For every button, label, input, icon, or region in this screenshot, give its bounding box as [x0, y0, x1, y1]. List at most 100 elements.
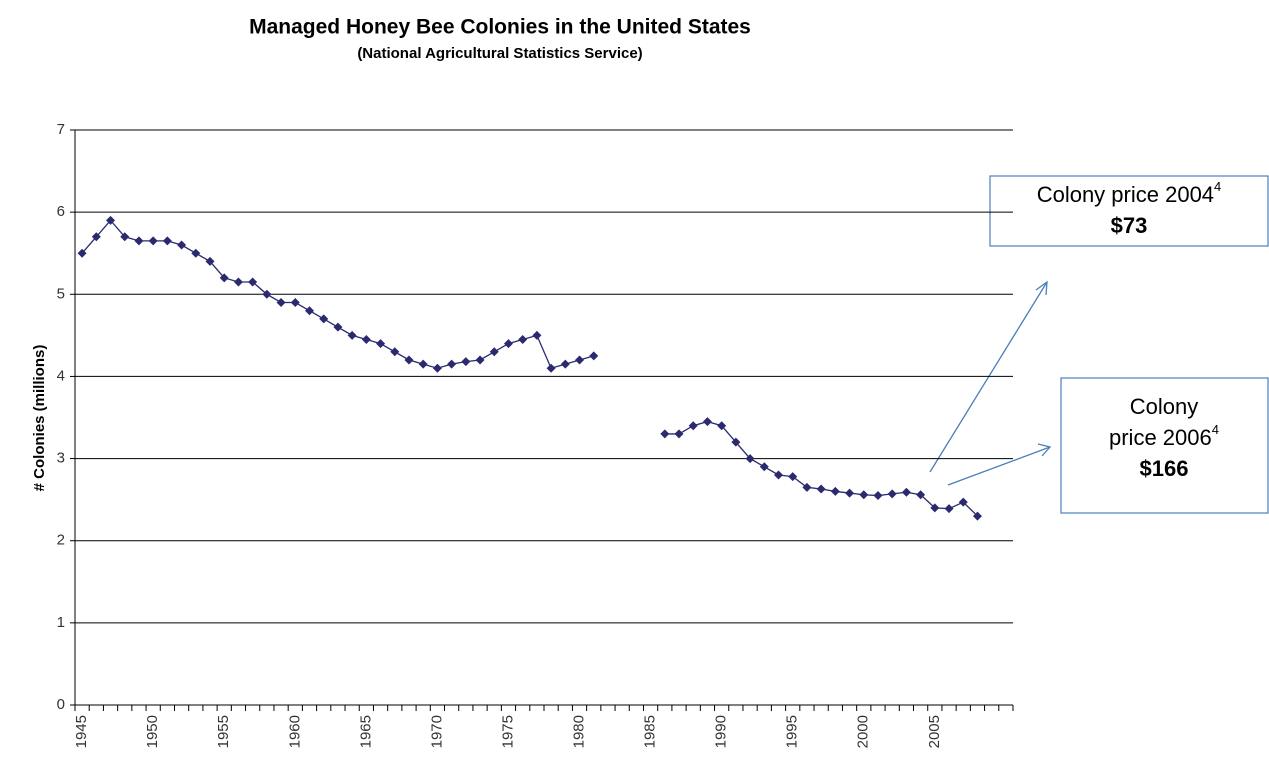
annotation-price: $73: [1111, 213, 1148, 238]
marker: [532, 330, 542, 340]
annotation-box: [989, 175, 1269, 247]
arrow-head: [1035, 280, 1048, 296]
marker: [944, 504, 954, 514]
marker: [319, 314, 329, 324]
marker: [660, 429, 670, 439]
y-tick-label: 7: [57, 121, 65, 138]
marker: [518, 334, 528, 344]
annotation-box: [1060, 377, 1269, 514]
y-tick-label: 0: [57, 696, 65, 713]
x-tick-label: 2005: [926, 715, 943, 748]
marker: [262, 289, 272, 299]
x-tick-label: 1955: [215, 715, 232, 748]
marker: [148, 236, 158, 246]
marker: [930, 503, 940, 513]
marker: [461, 357, 471, 367]
chart-title: Managed Honey Bee Colonies in the United…: [249, 16, 751, 39]
marker: [972, 511, 982, 521]
marker: [802, 482, 812, 492]
y-tick-label: 5: [57, 285, 65, 302]
marker: [219, 273, 229, 283]
marker: [177, 240, 187, 250]
marker: [376, 339, 386, 349]
marker: [390, 347, 400, 357]
x-tick-label: 1980: [570, 715, 587, 748]
chart-subtitle: (National Agricultural Statistics Servic…: [357, 45, 642, 62]
x-tick-label: 1945: [73, 715, 90, 748]
x-tick-label: 1970: [428, 715, 445, 748]
x-tick-label: 2000: [855, 715, 872, 748]
annotation-line: Colony: [1130, 394, 1198, 419]
marker: [333, 322, 343, 332]
annotation-price: $166: [1140, 456, 1189, 481]
x-tick-label: 1990: [713, 715, 730, 748]
y-axis-label: # Colonies (millions): [31, 345, 48, 492]
marker: [575, 355, 585, 365]
marker: [589, 351, 599, 361]
marker: [447, 359, 457, 369]
marker: [162, 236, 172, 246]
marker: [916, 490, 926, 500]
marker: [106, 215, 116, 225]
marker: [546, 363, 556, 373]
marker: [347, 330, 357, 340]
marker: [432, 363, 442, 373]
marker: [702, 417, 712, 427]
marker: [688, 421, 698, 431]
marker: [134, 236, 144, 246]
x-tick-label: 1950: [144, 715, 161, 748]
marker: [205, 256, 215, 266]
marker: [489, 347, 499, 357]
y-tick-label: 4: [57, 367, 65, 384]
x-tick-label: 1975: [499, 715, 516, 748]
marker: [191, 248, 201, 258]
marker: [305, 306, 314, 316]
y-tick-label: 2: [57, 532, 65, 549]
marker: [233, 277, 243, 287]
marker: [418, 359, 428, 369]
annotation-line: price 2006: [1109, 425, 1212, 450]
annotation-text: Colony price 20044: [1037, 179, 1222, 206]
marker: [859, 490, 869, 500]
marker: [560, 359, 570, 369]
x-tick-label: 1960: [286, 715, 303, 748]
marker: [404, 355, 414, 365]
annotation-text: Colony: [1130, 394, 1198, 419]
marker: [91, 232, 101, 242]
marker: [958, 497, 968, 507]
marker: [475, 355, 485, 365]
arrow: [929, 281, 1048, 473]
marker: [120, 232, 130, 242]
y-tick-label: 1: [57, 614, 65, 631]
marker: [276, 298, 286, 307]
annotation-text: price 20064: [1109, 422, 1219, 449]
marker: [248, 277, 258, 287]
marker: [759, 462, 769, 472]
series-line: [664, 420, 978, 517]
marker: [816, 484, 826, 494]
marker: [845, 488, 855, 498]
y-tick-label: 3: [57, 450, 65, 467]
marker: [503, 339, 513, 349]
marker: [887, 489, 897, 499]
marker: [901, 487, 911, 497]
x-tick-label: 1965: [357, 715, 374, 748]
x-tick-label: 1995: [784, 715, 801, 748]
annotations: [929, 175, 1269, 514]
marker: [873, 491, 883, 501]
annotation-superscript: 4: [1212, 422, 1219, 437]
marker: [674, 429, 684, 439]
arrow: [947, 446, 1051, 486]
x-tick-label: 1985: [642, 715, 659, 748]
annotation-line: Colony price 2004: [1037, 182, 1214, 207]
marker: [774, 470, 783, 480]
marker: [731, 437, 741, 447]
marker: [290, 298, 300, 307]
y-tick-label: 6: [57, 203, 65, 220]
marker: [717, 421, 727, 431]
arrow-head: [1037, 443, 1052, 457]
marker: [830, 486, 840, 496]
annotation-superscript: 4: [1214, 179, 1221, 194]
marker: [361, 334, 371, 344]
